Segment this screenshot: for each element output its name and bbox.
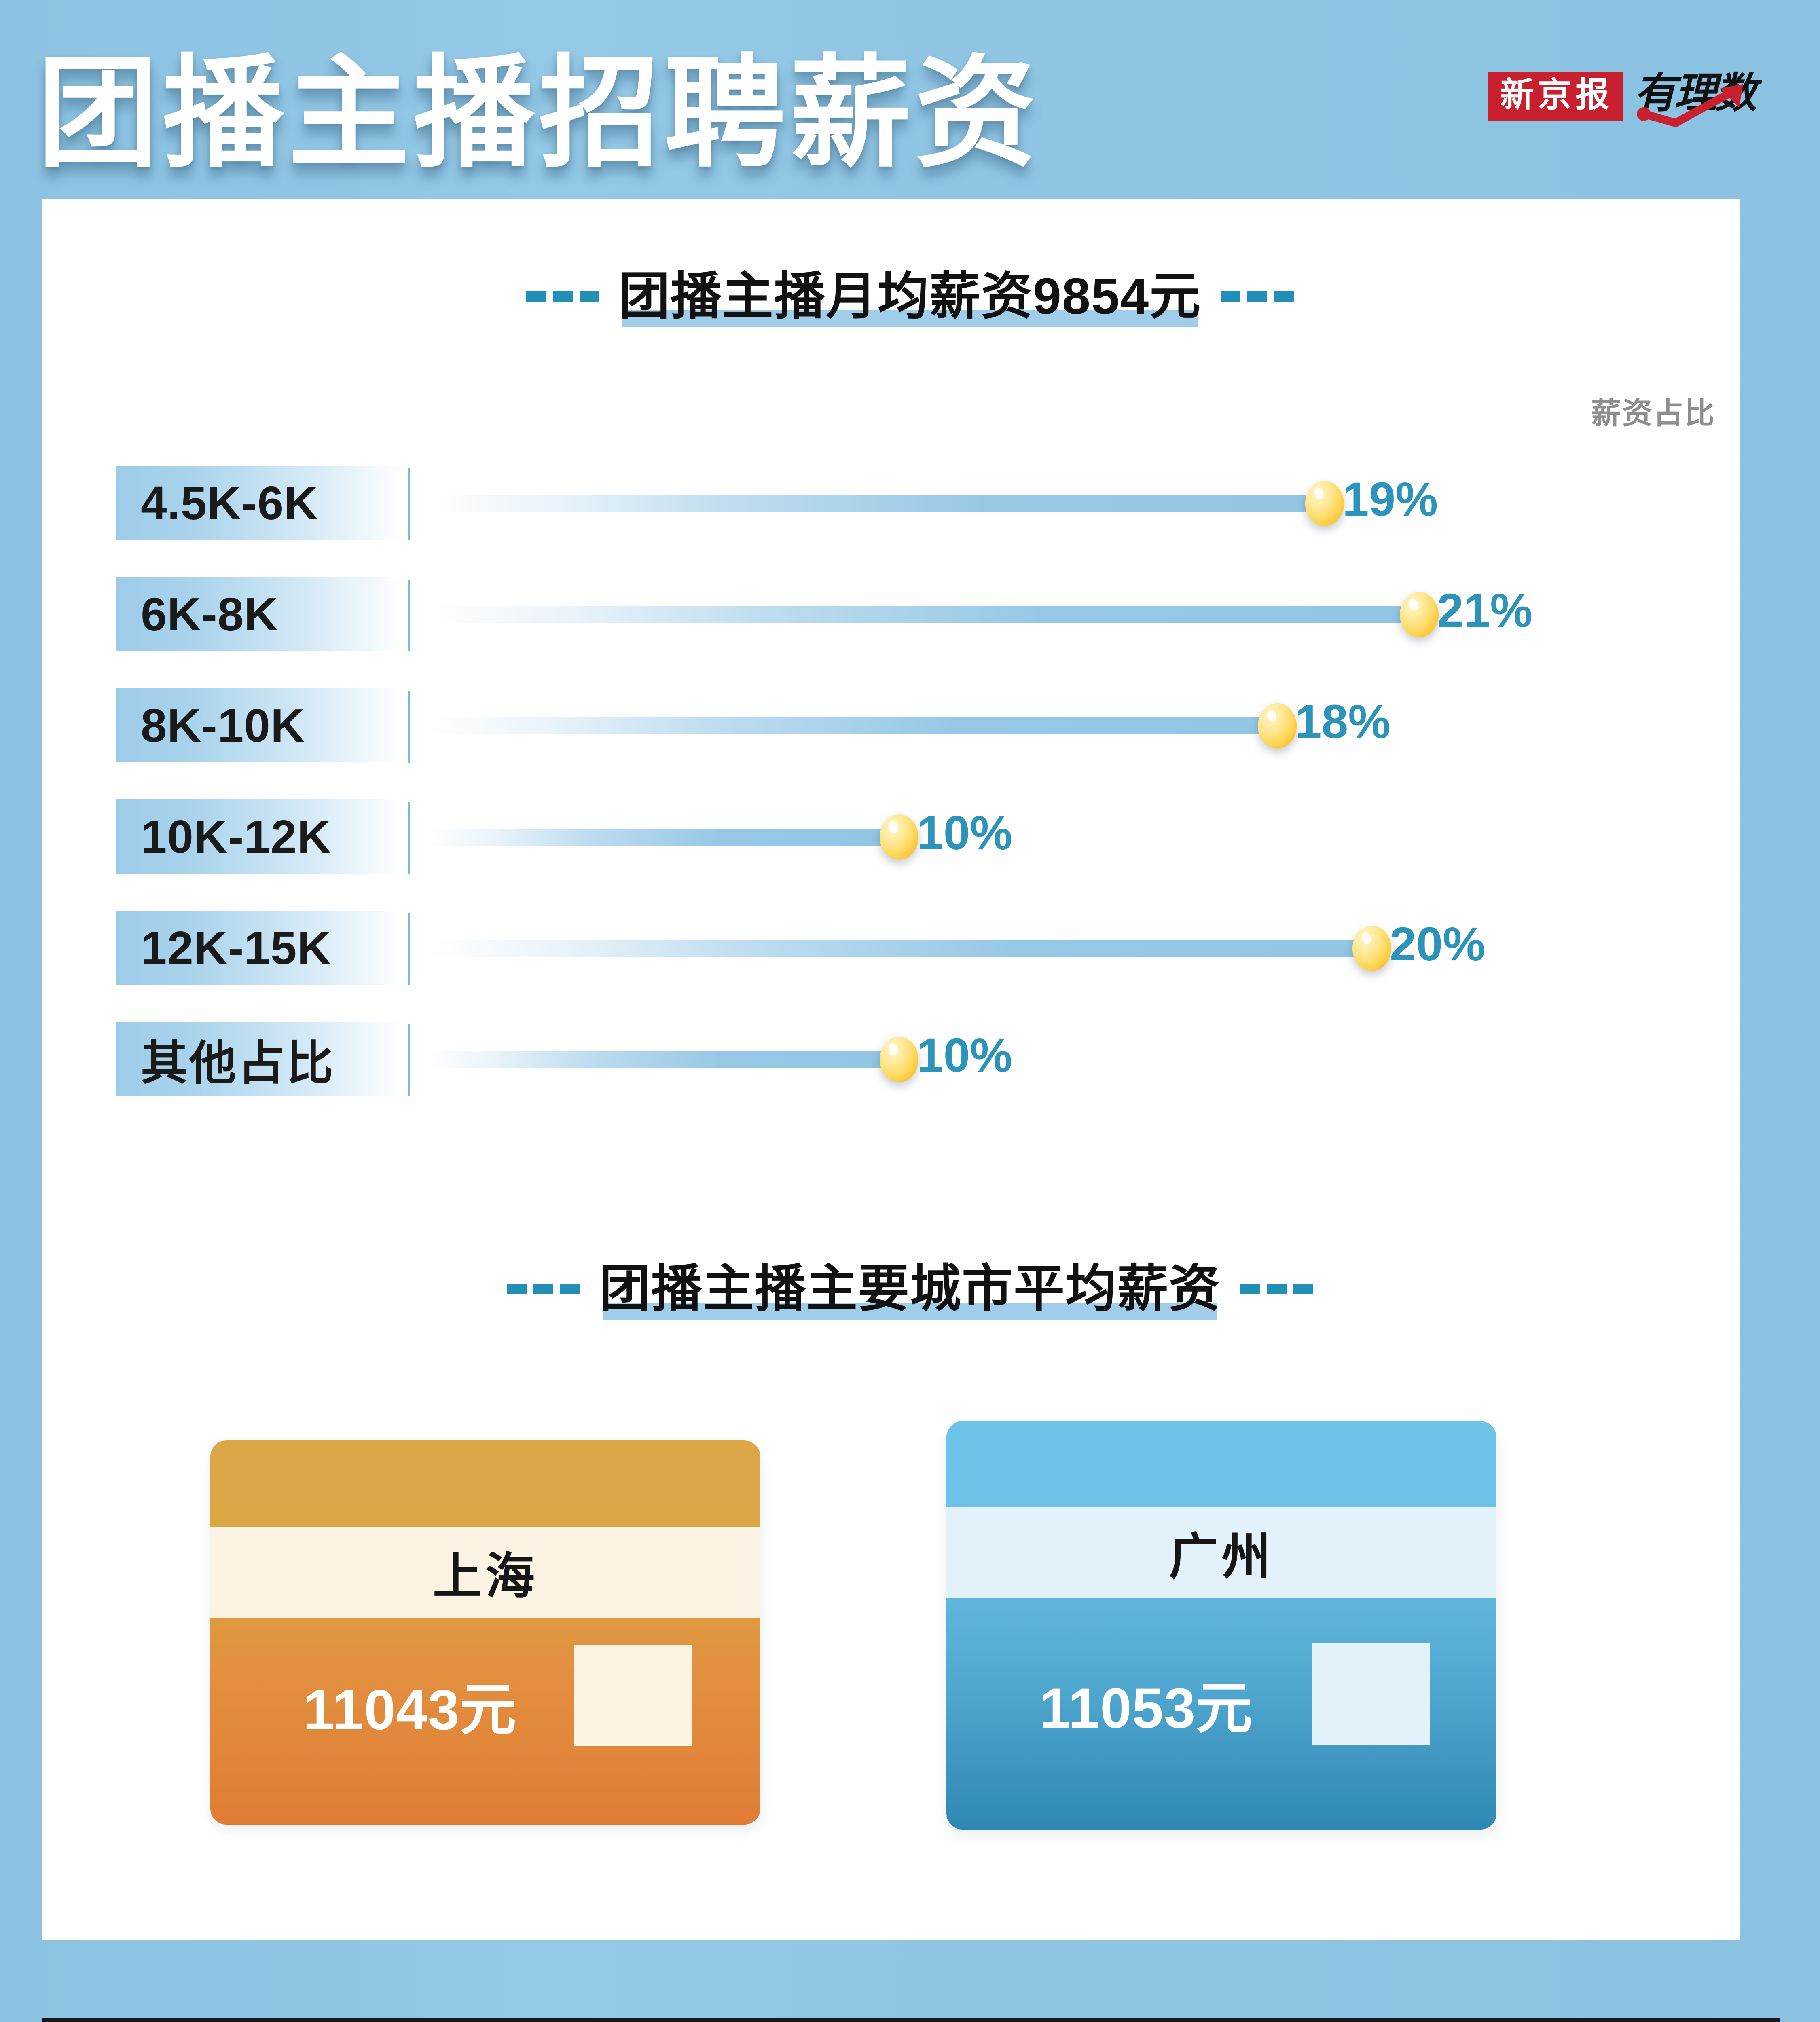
dash-icon bbox=[552, 291, 573, 302]
city-value: 11043元 bbox=[303, 1678, 517, 1741]
dash-group-left bbox=[507, 1283, 580, 1294]
dash-icon bbox=[507, 1283, 527, 1294]
bar-value-label: 10% bbox=[917, 1029, 1013, 1082]
card-body: 11043元 bbox=[210, 1618, 760, 1825]
bar-value-label: 10% bbox=[917, 806, 1013, 860]
chart-row: 12K-15K 20% bbox=[0, 911, 1820, 985]
section-header-city-salary: 团播主播主要城市平均薪资 bbox=[0, 1260, 1820, 1320]
chart-row: 8K-10K 18% bbox=[0, 688, 1820, 763]
dash-icon bbox=[579, 291, 599, 302]
logo-badge-newspaper: 新京报 bbox=[1488, 72, 1623, 121]
section-title-wrap: 团播主播月均薪资9854元 bbox=[613, 268, 1207, 327]
ratio-caption: 薪资占比 bbox=[1591, 396, 1716, 430]
page-title: 团播主播招聘薪资 bbox=[37, 45, 1040, 181]
logo-script-youlishu: 有理数 bbox=[1634, 73, 1757, 127]
dash-icon bbox=[533, 1283, 553, 1294]
dash-group-right bbox=[1221, 291, 1294, 302]
row-label-text: 4.5K-6K bbox=[141, 476, 318, 529]
chart-row: 其他占比 10% bbox=[0, 1022, 1820, 1096]
row-label: 4.5K-6K bbox=[116, 466, 404, 540]
card-name-band: 上海 bbox=[210, 1527, 760, 1618]
row-label: 6K-8K bbox=[116, 577, 404, 651]
value-marker-dot bbox=[880, 1037, 918, 1082]
row-label-text: 10K-12K bbox=[141, 810, 332, 863]
bar bbox=[426, 606, 1419, 623]
bar-value-label: 21% bbox=[1437, 584, 1533, 637]
city-name: 广州 bbox=[1169, 1529, 1274, 1584]
city-value: 11053元 bbox=[1039, 1676, 1253, 1740]
chart-row: 6K-8K 21% bbox=[0, 577, 1820, 651]
axis-tick bbox=[408, 468, 410, 540]
axis-tick bbox=[408, 802, 410, 874]
row-label-text: 8K-10K bbox=[141, 699, 305, 752]
dash-icon bbox=[526, 291, 546, 302]
value-marker-dot bbox=[1305, 481, 1344, 526]
value-marker-dot bbox=[1400, 592, 1439, 637]
row-label: 其他占比 bbox=[116, 1022, 404, 1096]
dash-icon bbox=[1240, 1283, 1260, 1294]
section-title-wrap: 团播主播主要城市平均薪资 bbox=[594, 1260, 1226, 1320]
dash-icon bbox=[1274, 291, 1294, 302]
dash-group-right bbox=[1240, 1283, 1313, 1294]
bar bbox=[426, 940, 1372, 957]
dash-icon bbox=[1247, 291, 1268, 302]
row-label-text: 12K-15K bbox=[141, 921, 332, 974]
bar-value-label: 20% bbox=[1390, 918, 1486, 971]
dash-icon bbox=[1267, 1283, 1287, 1294]
dash-icon bbox=[1293, 1283, 1313, 1294]
bar bbox=[426, 495, 1325, 512]
city-name: 上海 bbox=[433, 1549, 538, 1604]
card-chip bbox=[574, 1645, 692, 1746]
bar-value-label: 19% bbox=[1342, 473, 1438, 526]
row-label-text: 6K-8K bbox=[141, 588, 279, 641]
section-underline bbox=[622, 310, 1198, 327]
bar bbox=[426, 1051, 899, 1068]
row-label-text: 其他占比 bbox=[141, 1036, 335, 1089]
axis-tick bbox=[408, 1024, 410, 1096]
row-label: 10K-12K bbox=[116, 799, 404, 874]
city-card-shanghai: 上海 11043元 bbox=[210, 1440, 760, 1825]
trend-arrow-icon bbox=[1637, 84, 1743, 127]
value-marker-dot bbox=[1258, 703, 1297, 749]
bar bbox=[426, 717, 1277, 734]
section-underline bbox=[603, 1302, 1217, 1320]
row-label: 8K-10K bbox=[116, 688, 404, 762]
row-label: 12K-15K bbox=[116, 911, 404, 985]
card-top-stripe bbox=[210, 1440, 760, 1527]
brand-logo: 新京报 有理数 bbox=[1488, 72, 1757, 127]
chart-row: 4.5K-6K 19% bbox=[0, 466, 1820, 540]
value-marker-dot bbox=[1352, 926, 1391, 971]
section-header-salary-distribution: 团播主播月均薪资9854元 bbox=[0, 268, 1820, 327]
card-top-stripe bbox=[946, 1421, 1496, 1507]
card-name-band: 广州 bbox=[946, 1507, 1496, 1598]
card-body: 11053元 bbox=[946, 1598, 1496, 1830]
axis-tick bbox=[408, 913, 410, 985]
salary-distribution-chart: 4.5K-6K 19% 6K-8K 21% 8K-10K 18% 10K-12K 10% 12K… bbox=[0, 466, 1820, 1133]
dash-icon bbox=[560, 1283, 580, 1294]
card-chip bbox=[1312, 1643, 1430, 1745]
bar bbox=[426, 829, 899, 846]
axis-tick bbox=[408, 580, 410, 651]
footer-divider bbox=[42, 2018, 1780, 2022]
chart-row: 10K-12K 10% bbox=[0, 799, 1820, 874]
city-card-guangzhou: 广州 11053元 bbox=[946, 1421, 1496, 1830]
section-title: 团播主播主要城市平均薪资 bbox=[599, 1260, 1221, 1317]
section-title: 团播主播月均薪资9854元 bbox=[618, 268, 1202, 325]
dash-icon bbox=[1221, 291, 1241, 302]
value-marker-dot bbox=[880, 814, 918, 860]
bar-value-label: 18% bbox=[1295, 695, 1391, 749]
dash-group-left bbox=[526, 291, 599, 302]
axis-tick bbox=[408, 691, 410, 763]
